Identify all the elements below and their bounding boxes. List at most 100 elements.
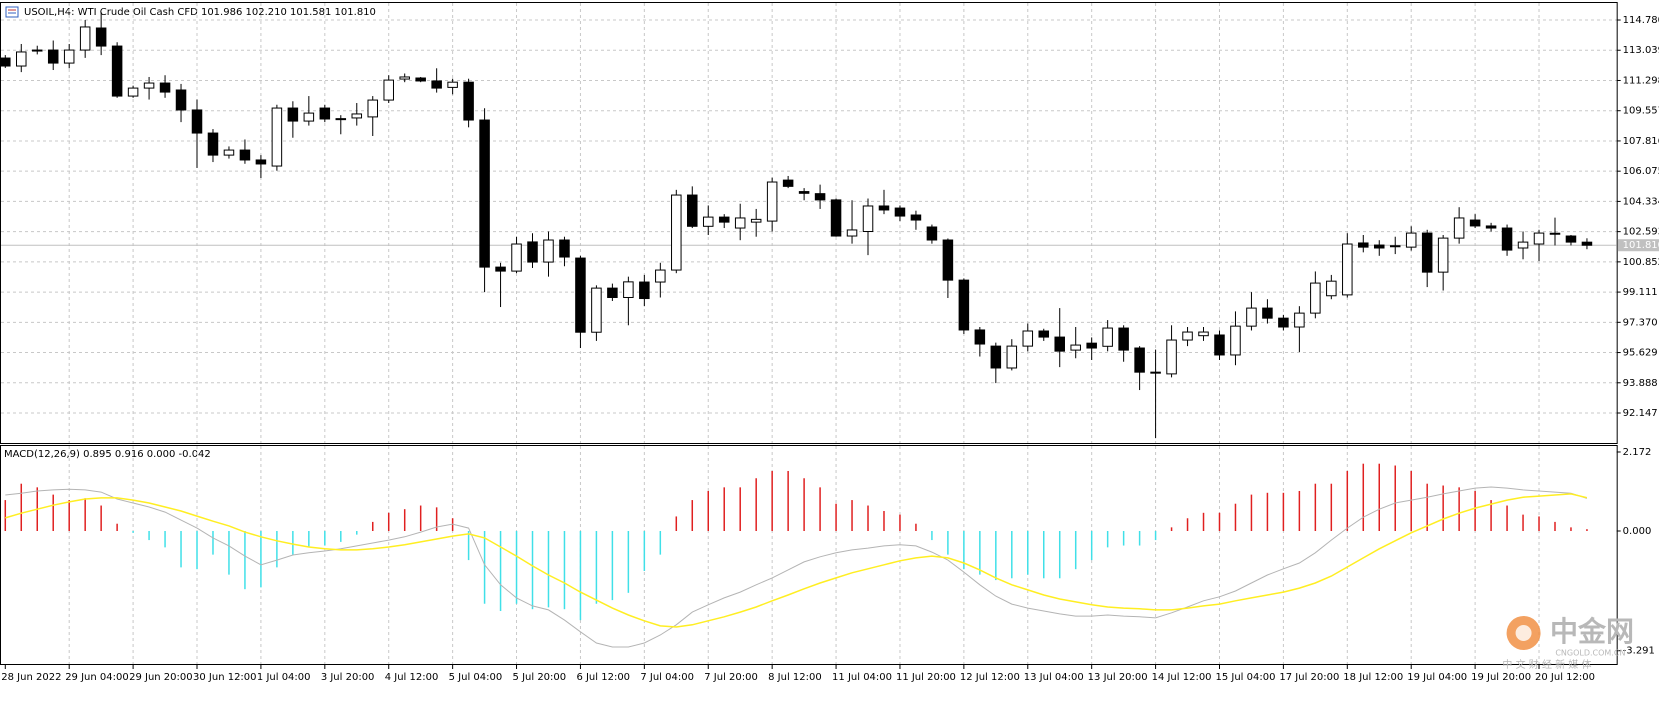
candle (223, 146, 235, 159)
candle-body (1517, 241, 1529, 249)
candle-body (958, 279, 970, 331)
candle-body (671, 194, 682, 271)
macd-line (5, 493, 1588, 628)
candle (1326, 274, 1337, 300)
candle (1278, 314, 1289, 331)
watermark-logo-inner (1515, 625, 1532, 641)
candle-body (1405, 232, 1417, 248)
candle-body (1182, 331, 1193, 341)
candle (1166, 325, 1177, 378)
candle (1230, 311, 1241, 366)
candle-body (351, 113, 363, 119)
y-tick-label: 0.000 (1623, 526, 1652, 537)
candle (511, 236, 522, 274)
candle-body (1006, 345, 1018, 369)
candle-body (1102, 327, 1113, 347)
candle (479, 108, 490, 293)
candle (1054, 308, 1065, 368)
candle (1565, 234, 1577, 246)
x-tick-label: 6 Jul 12:00 (576, 672, 630, 683)
candle-body (607, 287, 618, 298)
candle-body (95, 27, 107, 47)
candle (1070, 327, 1081, 359)
candle (415, 76, 426, 83)
candle (607, 283, 618, 301)
candle (1501, 224, 1513, 256)
candle (1533, 229, 1545, 262)
candle-body (255, 159, 267, 165)
candle-body (702, 216, 714, 227)
candle-body (1326, 280, 1337, 297)
y-tick-label: 93.888 (1623, 378, 1658, 389)
symbol-icon (5, 6, 19, 18)
candle-body (910, 214, 922, 221)
chart-title: USOIL,H4: WTI Crude Oil Cash CFD 101.986… (24, 7, 376, 18)
candle (1006, 339, 1018, 371)
candle-body (575, 257, 586, 333)
candle-body (750, 218, 762, 223)
candle (1262, 299, 1273, 324)
candle (207, 129, 219, 163)
candle (958, 278, 970, 334)
candle-body (543, 239, 554, 263)
x-tick-label: 19 Jul 20:00 (1471, 672, 1531, 683)
candle-body (559, 239, 570, 258)
y-tick-label: 113.039 (1623, 45, 1659, 56)
candle (1453, 207, 1465, 244)
candle-body (1070, 344, 1081, 351)
candle (1022, 323, 1034, 352)
candle-body (127, 87, 139, 97)
candle-body (1230, 325, 1241, 356)
candle-body (287, 107, 299, 122)
candle-body (718, 216, 730, 223)
candle-body (974, 329, 986, 345)
x-tick-label: 29 Jun 20:00 (129, 672, 193, 683)
candle (1294, 306, 1305, 353)
candle (1358, 234, 1369, 253)
candle (1150, 349, 1161, 439)
candle-body (447, 81, 458, 88)
candle-body (1150, 371, 1161, 374)
candle-body (830, 199, 842, 237)
candle-body (1166, 339, 1177, 375)
x-tick-label: 3 Jul 20:00 (321, 672, 375, 683)
candle (127, 85, 139, 98)
candle-body (1373, 244, 1385, 249)
candle (383, 75, 394, 104)
x-tick-label: 12 Jul 12:00 (960, 672, 1020, 683)
candle (1342, 233, 1353, 298)
candle-body (143, 82, 155, 89)
candle (1134, 346, 1145, 391)
candle (926, 224, 938, 244)
x-tick-label: 29 Jun 04:00 (65, 672, 129, 683)
candle-body (687, 194, 698, 227)
candle (671, 189, 682, 274)
candle (399, 73, 410, 83)
candle (1373, 240, 1385, 256)
candle-body (0, 57, 11, 67)
x-tick-label: 5 Jul 04:00 (449, 672, 503, 683)
x-tick-label: 20 Jul 12:00 (1535, 672, 1595, 683)
candle-body (1565, 235, 1577, 243)
candle-body (1342, 243, 1353, 296)
candle (814, 184, 826, 209)
candle-body (207, 132, 219, 156)
watermark-logo: 中金网 (1550, 615, 1634, 648)
candle (159, 75, 171, 98)
x-tick-label: 11 Jul 20:00 (896, 672, 956, 683)
candle (910, 210, 922, 230)
candle-body (1581, 241, 1593, 246)
y-tick-label: 114.780 (1623, 15, 1659, 26)
candle-body (1278, 317, 1289, 328)
x-tick-label: 18 Jul 12:00 (1343, 672, 1403, 683)
candle-body (990, 345, 1002, 369)
candle-body (1262, 307, 1273, 319)
candle (1246, 292, 1257, 331)
candle (766, 177, 778, 232)
candle-body (191, 109, 203, 134)
candle (942, 238, 954, 299)
y-tick-label: -3.291 (1623, 646, 1655, 657)
candle (990, 342, 1002, 384)
y-tick-label: 106.075 (1623, 166, 1659, 177)
y-tick-label: 104.334 (1623, 196, 1659, 207)
